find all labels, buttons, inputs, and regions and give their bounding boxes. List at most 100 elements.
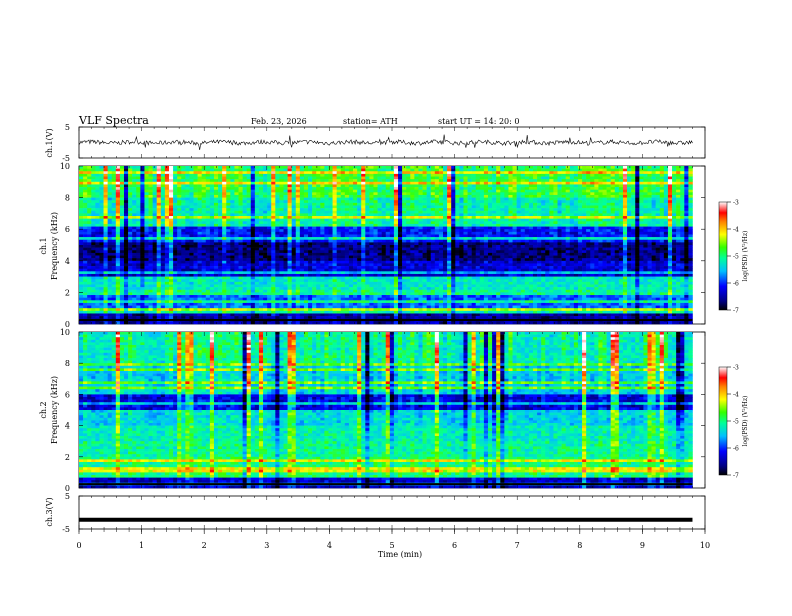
ch1-spectrogram-cell: [488, 237, 492, 240]
ch1-spectrogram-cell: [104, 184, 108, 187]
ch1-spectrogram-cell: [361, 250, 365, 253]
ch1-spectrogram-cell: [234, 232, 238, 235]
ch1-spectrogram-cell: [578, 248, 582, 251]
ch1-spectrogram-cell: [140, 248, 144, 251]
ch1-spectrogram-cell: [627, 190, 631, 193]
ch1-spectrogram-cell: [631, 190, 635, 193]
ch1-spectrogram-cell: [328, 216, 332, 219]
ch1-spectrogram-cell: [390, 248, 394, 251]
ch1-spectrogram-cell: [611, 211, 615, 214]
ch1-spectrogram-cell: [104, 177, 108, 180]
ch1-spectrogram-cell: [513, 174, 517, 177]
ch1-spectrogram-cell: [173, 219, 177, 222]
ch1-spectrogram-cell: [615, 234, 619, 237]
ch1-spectrogram-cell: [582, 216, 586, 219]
ch1-spectrogram-cell: [545, 242, 549, 245]
ch1-spectrogram-cell: [410, 203, 414, 206]
ch1-spectrogram-cell: [169, 184, 173, 187]
ch1-spectrogram-cell: [124, 213, 128, 216]
ch1-spectrogram-cell: [496, 229, 500, 232]
ch1-spectrogram-cell: [406, 234, 410, 237]
ch1-spectrogram-cell: [83, 242, 87, 245]
ch1-spectrogram-cell: [603, 232, 607, 235]
ch1-spectrogram-cell: [296, 240, 300, 243]
ch1-spectrogram-cell: [157, 195, 161, 198]
ch1-spectrogram-cell: [402, 245, 406, 248]
ch1-spectrogram-cell: [484, 192, 488, 195]
ch1-spectrogram-cell: [603, 234, 607, 237]
ch1-spectrogram-cell: [283, 232, 287, 235]
ch1-spectrogram-cell: [476, 219, 480, 222]
ch1-spectrogram-cell: [194, 234, 198, 237]
ch1-spectrogram-cell: [647, 182, 651, 185]
ch1-spectrogram-cell: [660, 192, 664, 195]
ch1-spectrogram-cell: [504, 216, 508, 219]
ch1-spectrogram-cell: [504, 198, 508, 201]
ch1-spectrogram-cell: [635, 232, 639, 235]
ch1-spectrogram-cell: [439, 182, 443, 185]
ch1-spectrogram-cell: [112, 200, 116, 203]
ch1-spectrogram-cell: [87, 242, 91, 245]
ch1-spectrogram-cell: [218, 171, 222, 174]
ch1-spectrogram-cell: [206, 187, 210, 190]
ch1-spectrogram-cell: [406, 174, 410, 177]
ch1-spectrogram-cell: [476, 232, 480, 235]
ch1-spectrogram-cell: [439, 216, 443, 219]
ch1-spectrogram-cell: [566, 221, 570, 224]
ch1-spectrogram-cell: [443, 221, 447, 224]
ch1-spectrogram-cell: [108, 245, 112, 248]
ch1-spectrogram-cell: [87, 169, 91, 172]
ch1-spectrogram-cell: [194, 203, 198, 206]
ch1-spectrogram-cell: [378, 206, 382, 209]
ch1-spectrogram-cell: [451, 187, 455, 190]
ch1-spectrogram-cell: [189, 250, 193, 253]
ch1-spectrogram-cell: [361, 211, 365, 214]
ch1-spectrogram-cell: [357, 240, 361, 243]
ch1-spectrogram-cell: [120, 171, 124, 174]
ch1-spectrogram-cell: [206, 206, 210, 209]
ch1-spectrogram-cell: [484, 224, 488, 227]
ch1-spectrogram-cell: [627, 200, 631, 203]
ch1-spectrogram-cell: [566, 219, 570, 222]
ch1-spectrogram-cell: [553, 184, 557, 187]
ch1-spectrogram-cell: [365, 206, 369, 209]
ch1-spectrogram-cell: [459, 221, 463, 224]
ch1-spectrogram-cell: [95, 206, 99, 209]
ch1-spectrogram-cell: [279, 184, 283, 187]
ch1-spectrogram-cell: [226, 213, 230, 216]
ch1-spectrogram-cell: [603, 208, 607, 211]
ch1-spectrogram-cell: [439, 171, 443, 174]
ch1-spectrogram-cell: [414, 174, 418, 177]
ch1-spectrogram-cell: [99, 245, 103, 248]
ch1-spectrogram-cell: [439, 190, 443, 193]
ch1-spectrogram-cell: [169, 234, 173, 237]
ch1-spectrogram-cell: [161, 211, 165, 214]
ch1-spectrogram-cell: [439, 219, 443, 222]
ch1-spectrogram-cell: [472, 182, 476, 185]
ch1-spectrogram-cell: [688, 248, 692, 251]
ch1-spectrogram-cell: [668, 177, 672, 180]
ch1-spectrogram-cell: [484, 240, 488, 243]
ch1-spectrogram-cell: [652, 182, 656, 185]
ch1-spectrogram-cell: [95, 211, 99, 214]
ch1-spectrogram-cell: [643, 195, 647, 198]
ch1-spectrogram-cell: [635, 203, 639, 206]
ch1-spectrogram-cell: [140, 174, 144, 177]
ch1-spectrogram-cell: [222, 182, 226, 185]
ch1-spectrogram-cell: [508, 171, 512, 174]
ch1-spectrogram-cell: [108, 206, 112, 209]
ch1-spectrogram-cell: [418, 171, 422, 174]
ch1-spectrogram-cell: [140, 171, 144, 174]
ch1-spectrogram-cell: [153, 211, 157, 214]
ch1-spectrogram-cell: [124, 171, 128, 174]
ch1-spectrogram-cell: [292, 240, 296, 243]
ch1-spectrogram-cell: [353, 240, 357, 243]
ch1-spectrogram-cell: [149, 213, 153, 216]
ch1-spectrogram-cell: [558, 174, 562, 177]
ch1-spectrogram-cell: [492, 232, 496, 235]
ch1-spectrogram-cell: [468, 229, 472, 232]
ch1-spectrogram-cell: [643, 179, 647, 182]
ch1-spectrogram-cell: [341, 234, 345, 237]
ch1-spectrogram-cell: [660, 242, 664, 245]
ch1-spectrogram-cell: [112, 177, 116, 180]
